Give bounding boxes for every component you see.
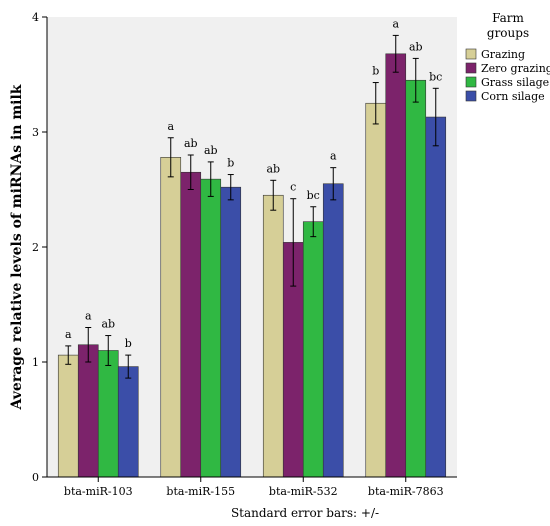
legend-entry-label: Grass silage (481, 76, 549, 89)
legend-swatch (465, 48, 477, 60)
significance-label: b (227, 157, 234, 170)
significance-label: ab (204, 144, 218, 157)
y-tick-label: 1 (32, 356, 39, 369)
bar (180, 171, 202, 478)
legend-title-line-2: groups (487, 26, 529, 40)
significance-label: a (330, 150, 337, 163)
bar (425, 116, 447, 478)
legend-entry-label: Grazing (481, 48, 525, 61)
legend-entry-label: Corn silage (481, 90, 545, 103)
axes-layer: bta-miR-103 bta-miR-155 bta-miR-532 bta-miR… (32, 11, 457, 498)
significance-label: a (167, 120, 174, 133)
x-tick-label: bta-miR-155 (166, 485, 235, 498)
bar (97, 350, 119, 478)
significance-label: ab (266, 162, 280, 175)
legend-swatch (465, 76, 477, 88)
significance-label: ab (409, 40, 423, 53)
significance-label: a (392, 17, 399, 30)
bar (117, 366, 139, 478)
bar (77, 344, 99, 478)
bar (57, 354, 79, 478)
bar (200, 178, 222, 478)
significance-label: bc (307, 189, 320, 202)
significance-label: ab (184, 137, 198, 150)
bar (302, 221, 324, 478)
bar (160, 157, 182, 478)
bar (385, 53, 407, 478)
bar (262, 194, 284, 478)
legend-swatch (465, 90, 477, 102)
x-tick-label: bta-miR-7863 (368, 485, 444, 498)
y-tick-label: 3 (32, 126, 39, 139)
x-tick-label: bta-miR-532 (269, 485, 338, 498)
bar (322, 183, 344, 478)
significance-label: ab (101, 318, 115, 331)
bar (365, 102, 387, 478)
y-tick-label: 0 (32, 471, 39, 484)
x-axis-footer: Standard error bars: +/- (231, 506, 379, 520)
significance-label: b (125, 337, 132, 350)
bar (220, 186, 242, 478)
x-tick-label: bta-miR-103 (64, 485, 133, 498)
significance-label: a (85, 310, 92, 323)
y-tick-label: 2 (32, 241, 39, 254)
bar (405, 79, 427, 478)
significance-label: bc (429, 70, 442, 83)
significance-label: b (372, 65, 379, 78)
legend-entry-label: Zero grazing (481, 62, 550, 75)
significance-label: a (65, 328, 72, 341)
legend-swatch (465, 62, 477, 74)
y-axis-title: Average relative levels of miRNAs in mil… (9, 84, 25, 410)
y-tick-label: 4 (32, 11, 39, 24)
legend-title-line-1: Farm (492, 11, 524, 25)
significance-label: c (290, 181, 296, 194)
